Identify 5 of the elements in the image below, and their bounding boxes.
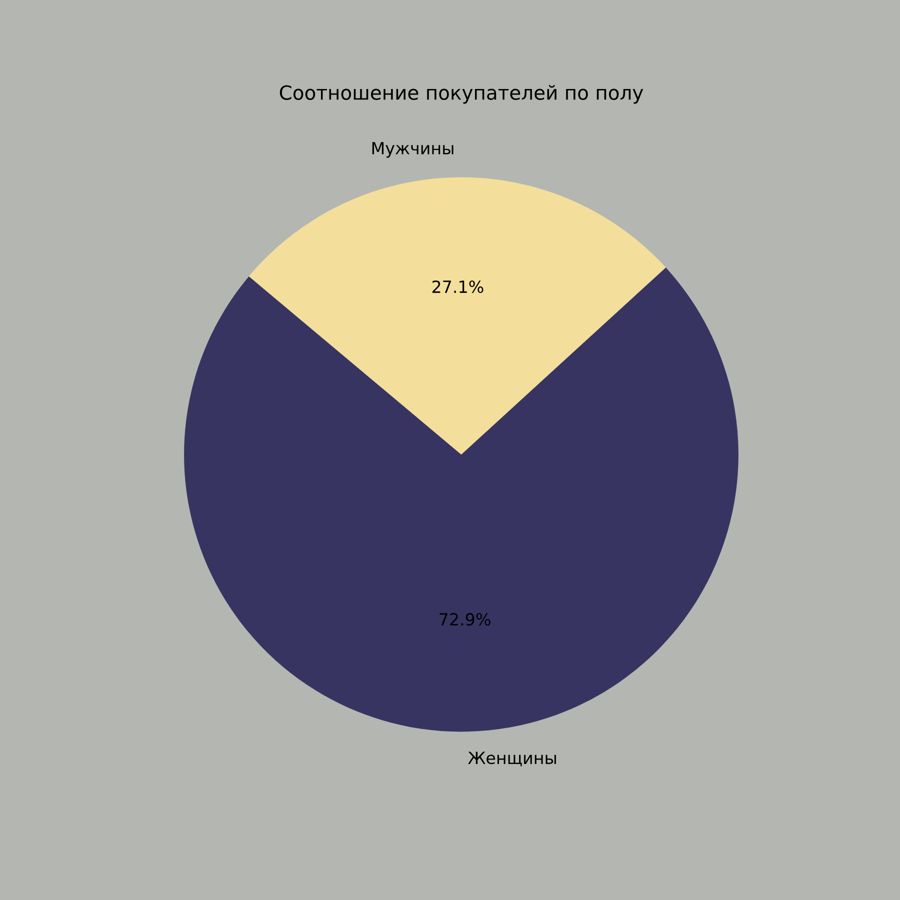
data-label: 27.1% [432, 280, 484, 294]
slice-label: Мужчины [372, 142, 454, 158]
chart-title: Соотношение покупателей по полу [280, 84, 644, 104]
slice-label: Женщины [468, 752, 556, 766]
data-label: 72.9% [440, 613, 490, 626]
